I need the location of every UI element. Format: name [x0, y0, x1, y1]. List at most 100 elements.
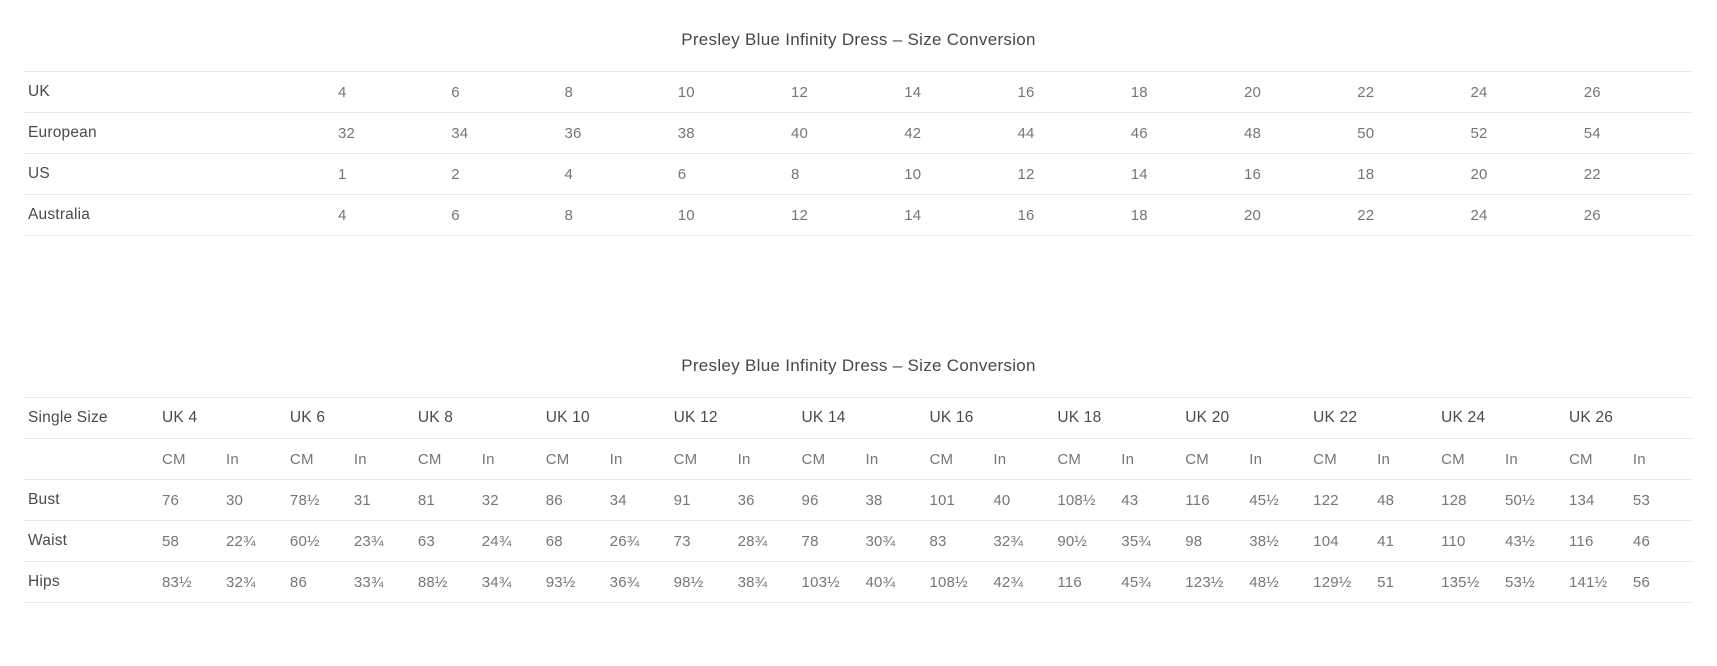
size-value: 8 [787, 153, 901, 195]
size-header: UK 18 [1053, 397, 1182, 439]
size-value: 46 [1126, 112, 1240, 154]
table-row: Australia 4 6 8 10 12 14 16 18 20 22 24 26 [24, 194, 1693, 236]
size-value: 8 [560, 71, 674, 113]
size-value: 18 [1353, 153, 1467, 195]
unit-header-cm: CM [797, 438, 862, 480]
size-value: 60½ [285, 520, 350, 562]
size-header: UK 22 [1309, 397, 1438, 439]
size-value: 128 [1437, 479, 1502, 521]
unit-header-in: In [349, 438, 414, 480]
unit-header-cm: CM [1181, 438, 1246, 480]
size-value: 1 [334, 153, 448, 195]
table-row: European 32 34 36 38 40 42 44 46 48 50 52 54 [24, 112, 1693, 154]
size-value: 12 [1013, 153, 1127, 195]
size-value: 24 [1466, 194, 1580, 236]
size-value: 56 [1628, 561, 1693, 603]
size-value: 68 [541, 520, 606, 562]
size-value: 48 [1240, 112, 1354, 154]
size-header: UK 14 [797, 397, 926, 439]
size-value: 110 [1437, 520, 1502, 562]
size-value: 20 [1240, 194, 1354, 236]
corner-label: Single Size [24, 397, 158, 439]
size-value: 96 [797, 479, 862, 521]
size-value: 122 [1309, 479, 1374, 521]
size-value: 4 [334, 71, 448, 113]
size-value: 20 [1240, 71, 1354, 113]
size-value: 12 [787, 194, 901, 236]
size-header: UK 12 [669, 397, 798, 439]
size-conversion-title-1: Presley Blue Infinity Dress – Size Conve… [681, 30, 1036, 49]
size-value: 40 [787, 112, 901, 154]
size-value: 51 [1373, 561, 1438, 603]
size-value: 16 [1240, 153, 1354, 195]
unit-header-cm: CM [1564, 438, 1629, 480]
table-unit-row: CM In CM In CM In CM In CM In CM In CM In CM In CM In CM In… [24, 438, 1693, 480]
size-value: 32 [477, 479, 542, 521]
size-value: 30 [221, 479, 286, 521]
size-conversion-title-2: Presley Blue Infinity Dress – Size Conve… [681, 356, 1036, 375]
size-value: 46 [1628, 520, 1693, 562]
region-size-conversion-table: UK 4 6 8 10 12 14 16 18 20 22 24 26 European 32 34 36 38 4… [24, 71, 1693, 236]
size-value: 88½ [413, 561, 478, 603]
size-value: 44 [1013, 112, 1127, 154]
size-value: 40¾ [861, 561, 926, 603]
size-value: 93½ [541, 561, 606, 603]
size-value: 134 [1564, 479, 1629, 521]
unit-header-cm: CM [541, 438, 606, 480]
unit-header-cm: CM [413, 438, 478, 480]
table-row: Bust 76 30 78½ 31 81 32 86 34 91 36 96 38 101 40 108½ 43… [24, 479, 1693, 521]
unit-header-cm: CM [669, 438, 734, 480]
size-value: 42¾ [989, 561, 1054, 603]
size-value: 42 [900, 112, 1014, 154]
unit-header-in: In [989, 438, 1054, 480]
size-value: 38¾ [733, 561, 798, 603]
size-value: 28¾ [733, 520, 798, 562]
unit-header-in: In [1117, 438, 1182, 480]
size-value: 141½ [1564, 561, 1629, 603]
page: Presley Blue Infinity Dress – Size Conve… [24, 30, 1693, 603]
size-value: 116 [1564, 520, 1629, 562]
size-value: 63 [413, 520, 478, 562]
region-size-conversion-table-body: UK 4 6 8 10 12 14 16 18 20 22 24 26 European 32 34 36 38 4… [24, 71, 1693, 236]
size-value: 104 [1309, 520, 1374, 562]
size-value: 41 [1373, 520, 1438, 562]
table-row: Hips 83½ 32¾ 86 33¾ 88½ 34¾ 93½ 36¾ 98½ 38¾ 103½ 40¾… [24, 561, 1693, 603]
unit-header-cm: CM [925, 438, 990, 480]
row-label: US [24, 153, 334, 195]
size-value: 81 [413, 479, 478, 521]
unit-header-in: In [1501, 438, 1565, 480]
size-header: UK 8 [413, 397, 542, 439]
size-value: 129½ [1309, 561, 1374, 603]
row-label: Australia [24, 194, 334, 236]
size-value: 50 [1353, 112, 1467, 154]
size-value: 12 [787, 71, 901, 113]
size-value: 32¾ [221, 561, 286, 603]
unit-header-in: In [861, 438, 926, 480]
unit-header-cm: CM [1437, 438, 1502, 480]
size-value: 2 [447, 153, 561, 195]
size-value: 116 [1181, 479, 1246, 521]
size-value: 86 [285, 561, 350, 603]
size-value: 10 [673, 194, 787, 236]
size-value: 108½ [1053, 479, 1118, 521]
size-value: 116 [1053, 561, 1118, 603]
measurements-size-conversion-table: Single Size UK 4 UK 6 UK 8 UK 10 UK 12 UK 14 UK… [24, 397, 1693, 603]
size-value: 33¾ [349, 561, 414, 603]
size-value: 24 [1466, 71, 1580, 113]
size-header: UK 24 [1437, 397, 1565, 439]
unit-header-cm: CM [285, 438, 350, 480]
size-value: 45½ [1245, 479, 1310, 521]
size-value: 34¾ [477, 561, 542, 603]
unit-header-cm: CM [158, 438, 222, 480]
unit-header-cm: CM [1309, 438, 1374, 480]
size-value: 4 [560, 153, 674, 195]
size-value: 43 [1117, 479, 1182, 521]
size-value: 18 [1126, 194, 1240, 236]
unit-header-in: In [1245, 438, 1310, 480]
size-value: 6 [673, 153, 787, 195]
size-value: 45¾ [1117, 561, 1182, 603]
size-header: UK 20 [1181, 397, 1310, 439]
size-value: 78 [797, 520, 862, 562]
table-row: Waist 58 22¾ 60½ 23¾ 63 24¾ 68 26¾ 73 28¾ 78 30¾ 83 32… [24, 520, 1693, 562]
size-value: 50½ [1501, 479, 1565, 521]
